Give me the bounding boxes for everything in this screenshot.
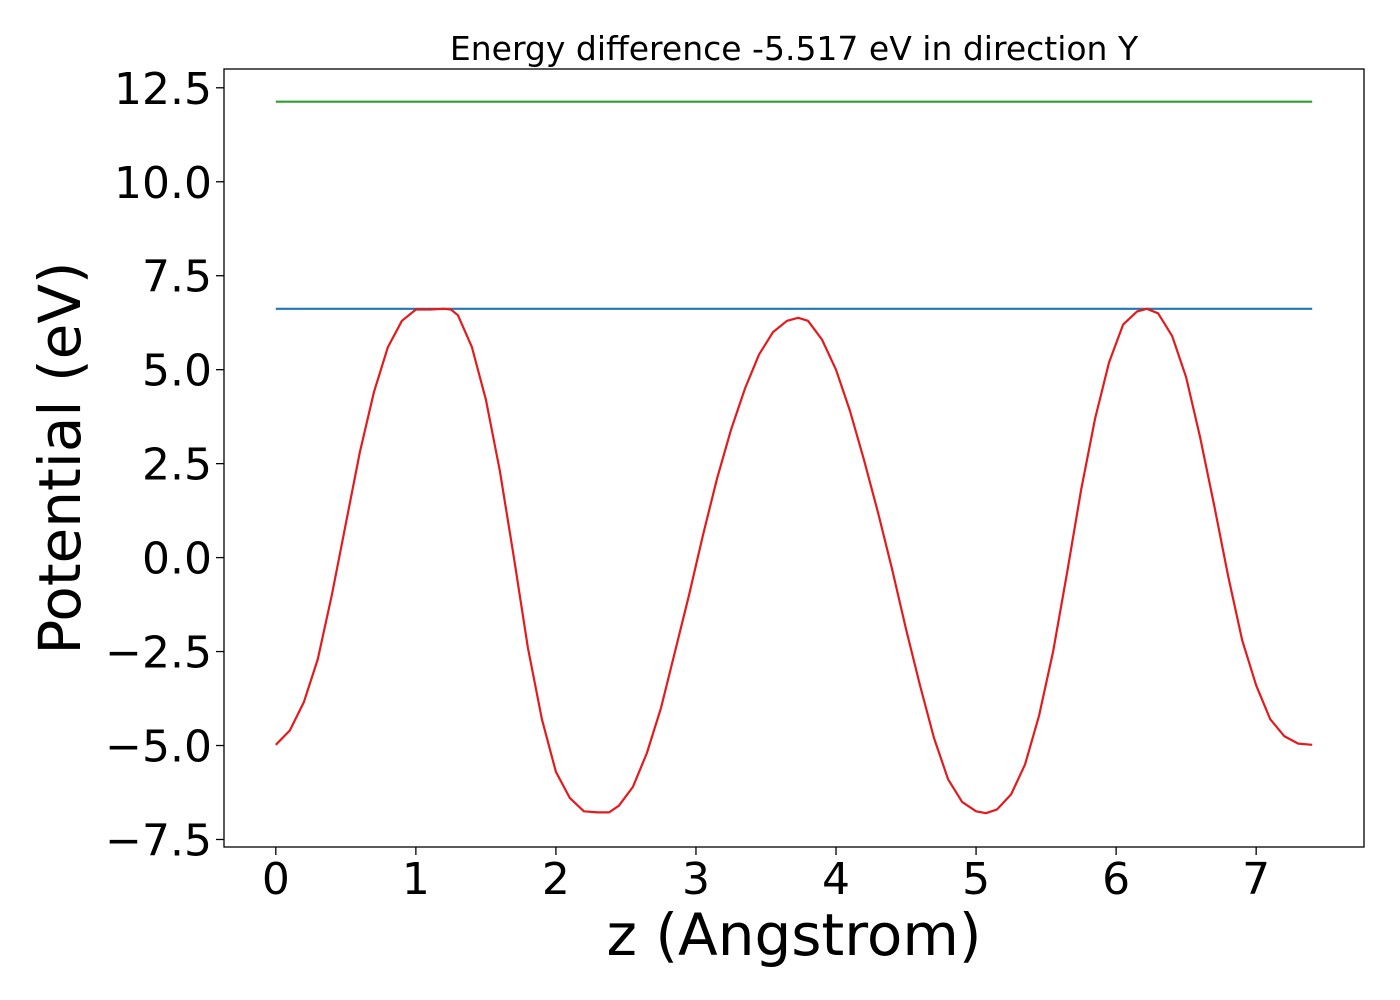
y-tick-label: −5.0 [105, 722, 212, 773]
series-line-2 [275, 307, 1313, 815]
y-tick-label: 12.5 [114, 64, 212, 115]
y-tick-label: 10.0 [114, 158, 212, 209]
x-tick-label: 0 [262, 854, 290, 905]
x-tick-label: 7 [1242, 854, 1270, 905]
x-axis-label: z (Angstrom) [607, 901, 982, 969]
y-axis: −7.5 −5.0 −2.5 0.0 2.5 5.0 7.5 10.0 12.5 [105, 64, 224, 866]
chart-title: Energy difference -5.517 eV in direction… [450, 29, 1139, 68]
y-tick-label: 5.0 [142, 346, 212, 397]
y-tick-label: 7.5 [142, 252, 212, 303]
y-axis-label: Potential (eV) [26, 261, 94, 654]
y-tick-label: 0.0 [142, 534, 212, 585]
plot-area [275, 100, 1313, 815]
x-tick-label: 3 [682, 854, 710, 905]
x-tick-label: 2 [542, 854, 570, 905]
y-tick-label: −7.5 [105, 815, 212, 866]
y-tick-label: 2.5 [142, 440, 212, 491]
y-tick-label: −2.5 [105, 628, 212, 679]
x-tick-label: 1 [402, 854, 430, 905]
x-tick-label: 4 [822, 854, 850, 905]
x-tick-label: 5 [962, 854, 990, 905]
plot-frame [223, 68, 1365, 848]
x-axis: 0 1 2 3 4 5 6 7 [262, 847, 1270, 905]
x-tick-label: 6 [1102, 854, 1130, 905]
